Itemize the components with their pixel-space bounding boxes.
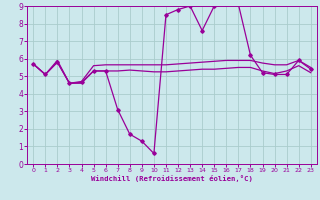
X-axis label: Windchill (Refroidissement éolien,°C): Windchill (Refroidissement éolien,°C) [91, 175, 253, 182]
